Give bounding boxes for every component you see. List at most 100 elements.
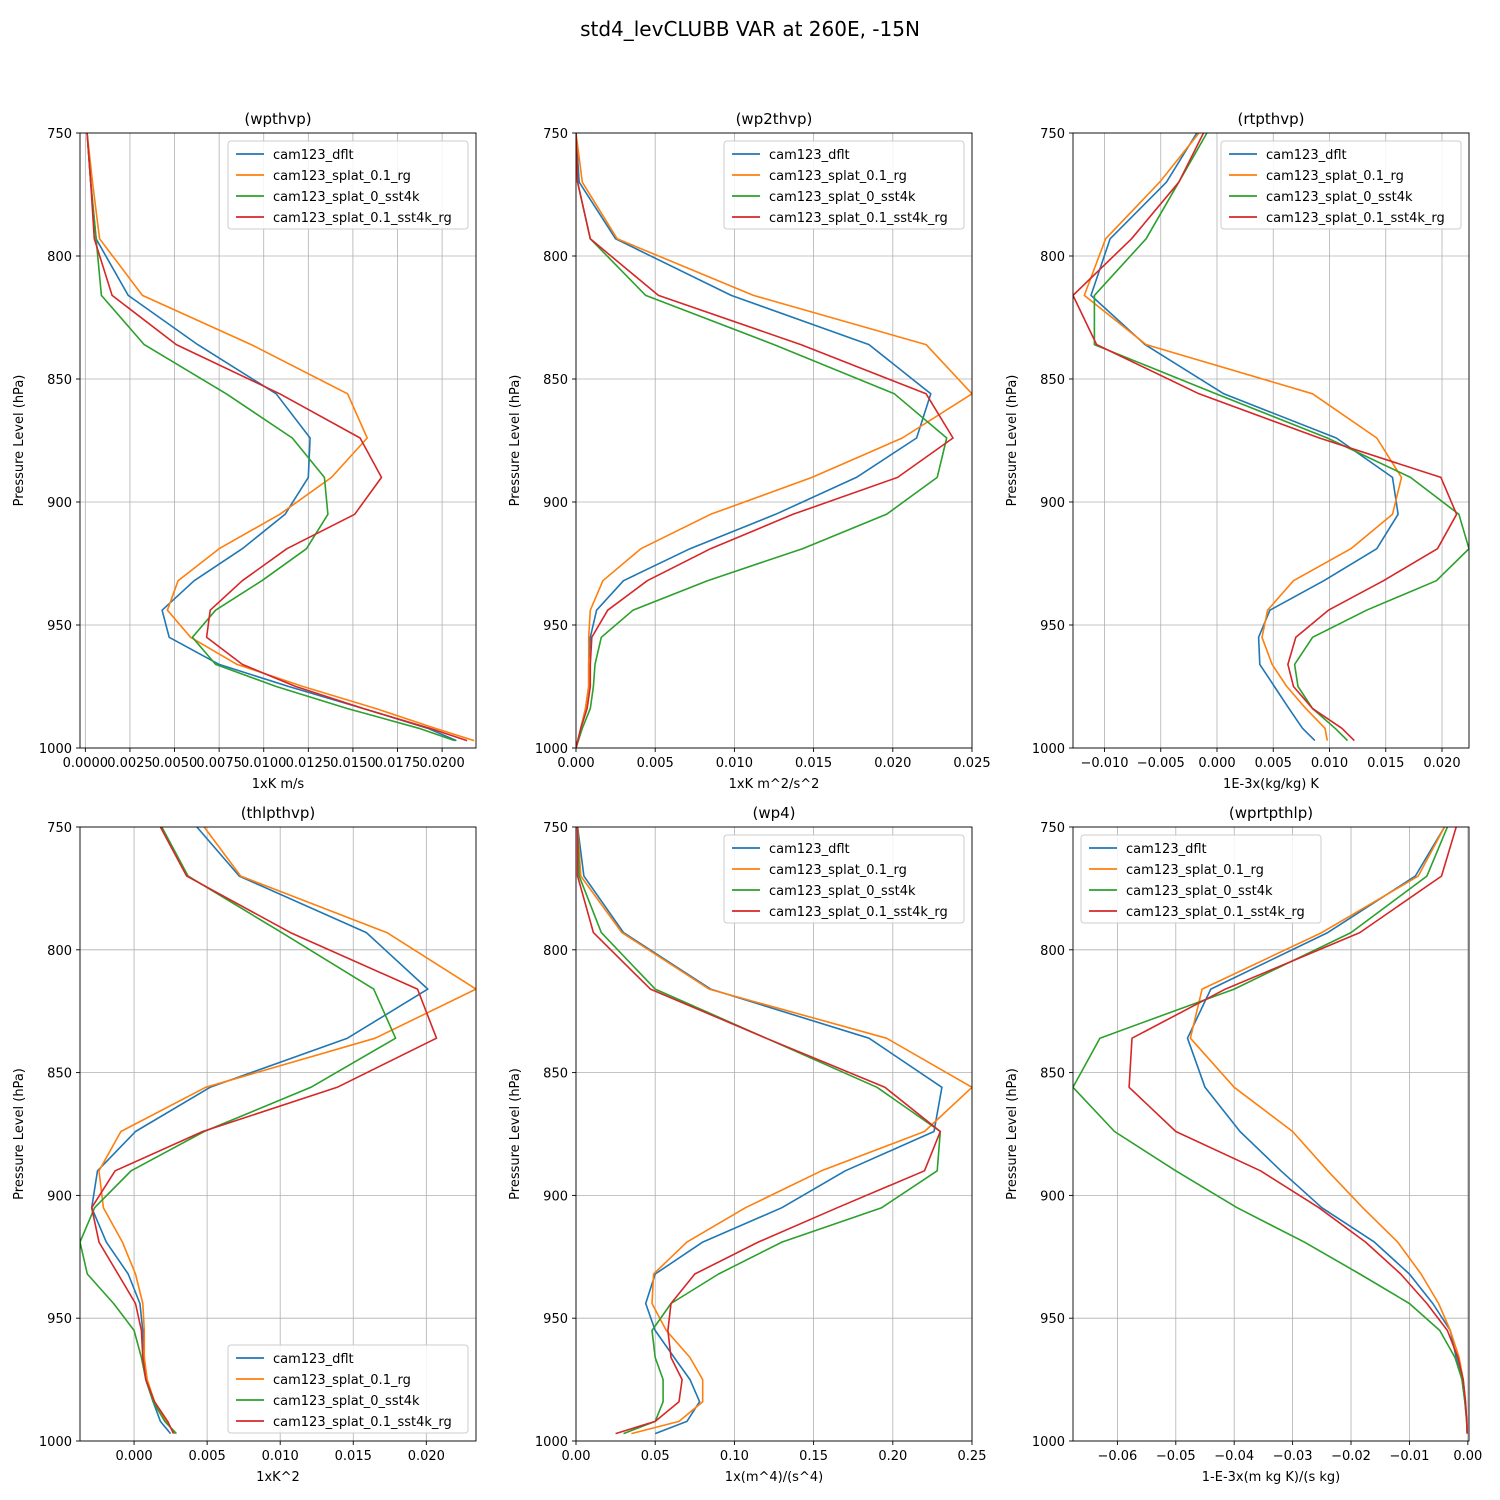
x-tick-label: 0.10 xyxy=(720,1449,749,1464)
y-tick-label: 1000 xyxy=(535,742,568,757)
x-tick-label: 0.005 xyxy=(189,1449,226,1464)
series-line-cam123_splat_0.1_sst4k_rg xyxy=(90,827,438,1434)
x-tick-label: −0.04 xyxy=(1214,1449,1254,1464)
x-tick-label: 0.0125 xyxy=(286,756,332,771)
legend-entry-label: cam123_splat_0.1_rg xyxy=(273,169,411,184)
axes-frame xyxy=(79,132,477,749)
axes-frame xyxy=(575,132,973,749)
legend: cam123_dflt cam123_splat_0.1_rg cam123_spl… xyxy=(1080,834,1322,924)
series-line-cam123_dflt xyxy=(1090,133,1399,742)
y-tick-label: 900 xyxy=(47,496,72,511)
y-tick-label: 950 xyxy=(47,619,72,634)
legend-entry-label: cam123_splat_0.1_rg xyxy=(769,169,907,184)
y-tick-label: 900 xyxy=(1040,496,1065,511)
legend-entry-label: cam123_splat_0.1_rg xyxy=(769,863,907,878)
legend-entry-label: cam123_splat_0.1_sst4k_rg xyxy=(1126,905,1305,920)
x-tick-label: 0.000 xyxy=(115,1449,152,1464)
series-line-cam123_dflt xyxy=(576,827,943,1435)
panel-title: (wp2thvp) xyxy=(736,110,813,128)
y-tick-label: 750 xyxy=(47,127,72,142)
panel-4: 0.000 0.005 0.010 0.015 0.020 750 800 850 900 950… xyxy=(12,804,477,1485)
x-tick-label: −0.01 xyxy=(1390,1449,1430,1464)
x-tick-label: 0.00 xyxy=(562,1449,591,1464)
legend-entry-label: cam123_splat_0_sst4k xyxy=(769,190,916,205)
x-tick-label: 0.05 xyxy=(641,1449,670,1464)
panels: 0.0000 0.0025 0.0050 0.0075 0.0100 0.0125 0.01… xyxy=(12,110,1482,1485)
series-line-cam123_dflt xyxy=(86,133,457,742)
x-tick-label: 0.020 xyxy=(874,756,911,771)
series-line-cam123_splat_0.1_rg xyxy=(86,133,475,742)
x-tick-label: 0.015 xyxy=(795,756,832,771)
legend-entry-label: cam123_dflt xyxy=(769,148,850,163)
x-tick-label: 0.0000 xyxy=(63,756,109,771)
legend-entry-label: cam123_dflt xyxy=(1126,842,1207,857)
series-line-cam123_splat_0.1_sst4k_rg xyxy=(86,133,468,742)
legend-entry-label: cam123_splat_0_sst4k xyxy=(273,190,420,205)
legend-box xyxy=(723,140,965,230)
axes-frame xyxy=(1072,132,1470,749)
legend-entry-label: cam123_splat_0_sst4k xyxy=(1266,190,1413,205)
series-line-cam123_splat_0_sst4k xyxy=(1073,827,1468,1434)
y-tick-label: 750 xyxy=(1040,127,1065,142)
series-line-cam123_splat_0.1_rg xyxy=(576,827,972,1435)
series-line-cam123_splat_0.1_sst4k_rg xyxy=(1073,133,1458,742)
axes-frame xyxy=(79,826,477,1442)
y-axis-label: Pressure Level (hPa) xyxy=(508,1068,523,1200)
legend: cam123_dflt cam123_splat_0.1_rg cam123_spl… xyxy=(723,140,965,230)
x-tick-label: 0.00 xyxy=(1453,1449,1482,1464)
legend-entry-label: cam123_dflt xyxy=(1266,148,1347,163)
y-axis-label: Pressure Level (hPa) xyxy=(1005,375,1020,507)
y-tick-label: 750 xyxy=(47,821,72,836)
legend-entry-label: cam123_splat_0.1_sst4k_rg xyxy=(769,211,948,226)
panel-2: 0.000 0.005 0.010 0.015 0.020 0.025 750 800 850 9… xyxy=(508,110,991,792)
x-tick-label: −0.05 xyxy=(1156,1449,1196,1464)
y-tick-label: 950 xyxy=(1040,1312,1065,1327)
series-group xyxy=(1073,827,1468,1434)
panel-1: 0.0000 0.0025 0.0050 0.0075 0.0100 0.0125 0.01… xyxy=(12,110,477,792)
x-tick-label: 0.020 xyxy=(1423,756,1460,771)
x-tick-label: 0.010 xyxy=(1311,756,1348,771)
axes-frame xyxy=(575,826,973,1442)
x-tick-label: 0.0175 xyxy=(375,756,421,771)
x-tick-label: 0.015 xyxy=(1367,756,1404,771)
y-tick-label: 800 xyxy=(1040,250,1065,265)
legend-box xyxy=(1080,834,1322,924)
y-tick-label: 950 xyxy=(1040,619,1065,634)
y-tick-label: 950 xyxy=(47,1312,72,1327)
panel-title: (rtpthvp) xyxy=(1237,110,1304,128)
series-group xyxy=(1073,133,1469,742)
legend-entry-label: cam123_splat_0.1_rg xyxy=(1126,863,1264,878)
series-group xyxy=(86,133,475,742)
y-tick-label: 950 xyxy=(543,1312,568,1327)
x-tick-label: −0.06 xyxy=(1097,1449,1137,1464)
y-tick-label: 750 xyxy=(543,127,568,142)
legend-entry-label: cam123_dflt xyxy=(273,1352,354,1367)
y-tick-label: 800 xyxy=(543,250,568,265)
y-tick-label: 850 xyxy=(47,373,72,388)
series-line-cam123_splat_0_sst4k xyxy=(86,133,455,742)
x-tick-label: 0.005 xyxy=(637,756,674,771)
legend-entry-label: cam123_splat_0.1_sst4k_rg xyxy=(273,211,452,226)
legend-entry-label: cam123_splat_0_sst4k xyxy=(273,1394,420,1409)
x-tick-label: −0.02 xyxy=(1331,1449,1371,1464)
legend-box xyxy=(227,1344,469,1434)
x-axis-label: 1-E-3x(m kg K)/(s kg) xyxy=(1202,1470,1340,1485)
panel-title: (thlpthvp) xyxy=(241,804,316,822)
legend: cam123_dflt cam123_splat_0.1_rg cam123_spl… xyxy=(723,834,965,924)
series-line-cam123_splat_0_sst4k xyxy=(576,827,942,1435)
legend-entry-label: cam123_splat_0.1_sst4k_rg xyxy=(1266,211,1445,226)
panel-6: −0.06 −0.05 −0.04 −0.03 −0.02 −0.01 0.00 750 800… xyxy=(1005,804,1482,1485)
legend-entry-label: cam123_splat_0_sst4k xyxy=(1126,884,1273,899)
legend: cam123_dflt cam123_splat_0.1_rg cam123_spl… xyxy=(227,1344,469,1434)
series-line-cam123_splat_0.1_sst4k_rg xyxy=(576,827,942,1435)
series-group xyxy=(576,133,972,748)
x-tick-label: 0.0150 xyxy=(330,756,376,771)
x-tick-label: 0.025 xyxy=(953,756,990,771)
x-axis-label: 1E-3x(kg/kg) K xyxy=(1223,777,1319,792)
y-tick-label: 1000 xyxy=(1032,742,1065,757)
series-line-cam123_splat_0.1_rg xyxy=(576,133,972,748)
legend-box xyxy=(227,140,469,230)
x-tick-label: 0.0050 xyxy=(152,756,198,771)
y-axis-label: Pressure Level (hPa) xyxy=(508,375,523,507)
y-tick-label: 800 xyxy=(47,250,72,265)
